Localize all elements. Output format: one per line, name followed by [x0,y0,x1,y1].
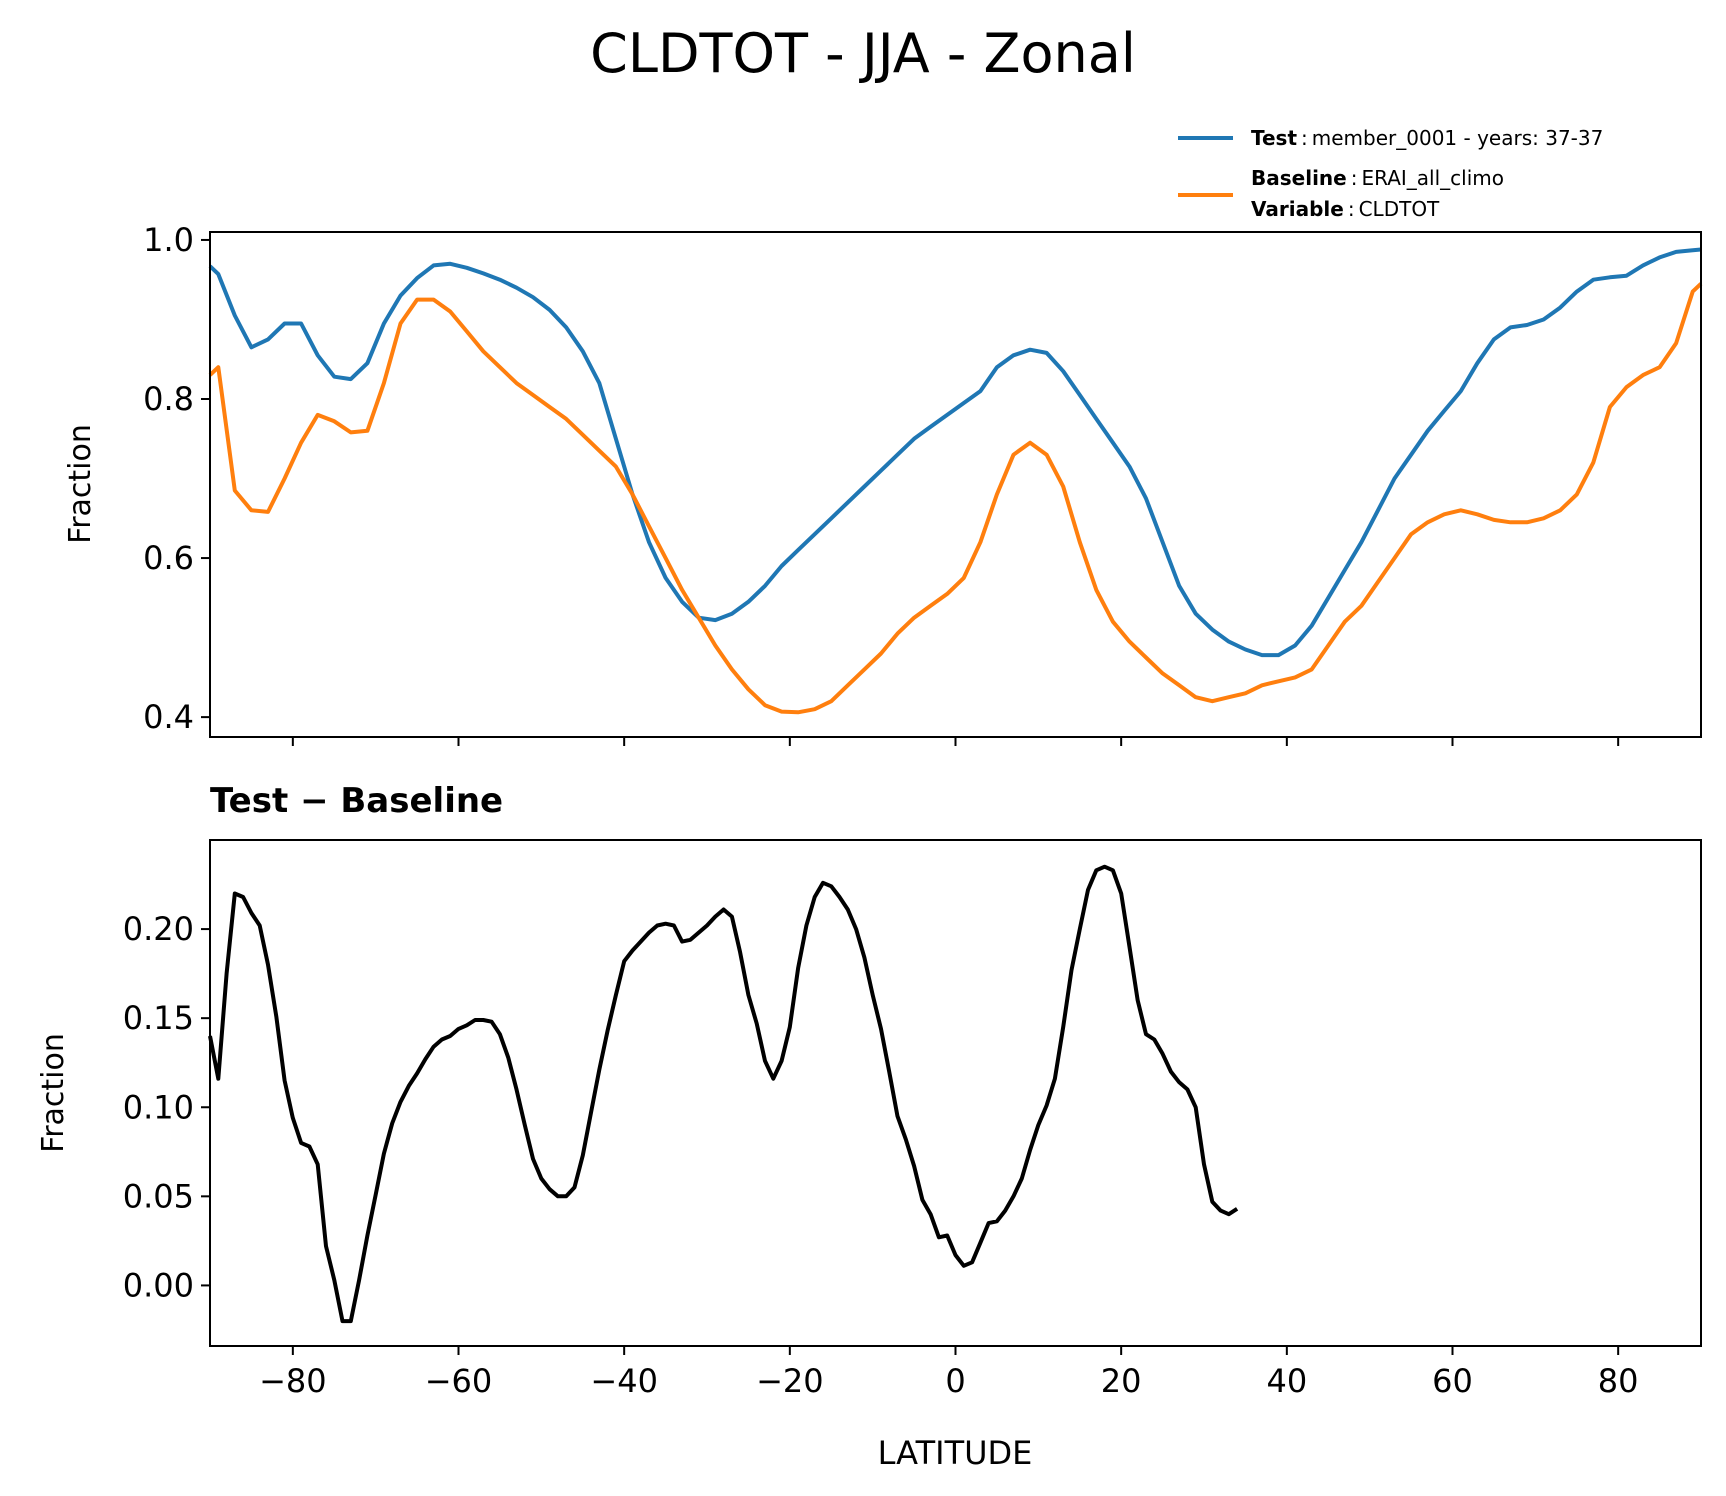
bottom-y-axis-label: Fraction [36,1033,71,1153]
legend-variable-value: CLDTOT [1359,197,1440,221]
x-tick-label: −20 [756,1362,824,1400]
legend-variable-entry: Variable: CLDTOT [1251,197,1440,221]
top-lines [208,247,1703,715]
series-baseline-line [208,282,1703,715]
bottom-lines [208,864,1239,1324]
legend: Test: member_0001 - years: 37-37 Baseline… [1178,126,1603,221]
bottom-y-tick-label: 0.10 [123,1088,194,1126]
legend-test-value: member_0001 - years: 37-37 [1312,126,1604,150]
top-y-tick-label: 0.8 [143,380,194,418]
x-tick-label: 0 [945,1362,965,1400]
difference-panel-title: Test − Baseline [210,781,503,821]
bottom-y-tick-label: 0.20 [123,910,194,948]
series-test-baseline-line [208,864,1239,1324]
x-axis-label: LATITUDE [878,1434,1033,1472]
top-plot-frame [209,231,1702,738]
x-tick-label: 40 [1266,1362,1307,1400]
legend-test-key: Test [1251,126,1297,150]
top-panel: 0.4 0.6 0.8 1.0 Fraction [63,221,1703,746]
bottom-ticks: −80 −60 −40 −20 0 20 40 60 80 0.00 0.05 0.10 0.15 0.2… [123,910,1639,1400]
x-tick-label: 80 [1598,1362,1639,1400]
x-tick-label: 60 [1432,1362,1473,1400]
bottom-y-tick-label: 0.15 [123,999,194,1037]
legend-separator: : [1348,197,1355,221]
bottom-y-tick-label: 0.00 [123,1266,194,1304]
legend-baseline-key: Baseline [1251,166,1347,190]
legend-separator: : [1301,126,1308,150]
legend-baseline-entry: Baseline: ERAI_all_climo [1251,166,1504,190]
x-tick-label: −80 [259,1362,327,1400]
bottom-y-tick-label: 0.05 [123,1177,194,1215]
chart-title: CLDTOT - JJA - Zonal [590,22,1136,85]
top-y-tick-label: 1.0 [143,221,194,259]
series-test-line [208,247,1702,658]
legend-baseline-value: ERAI_all_climo [1361,166,1504,190]
bottom-plot-frame [209,839,1702,1347]
top-y-tick-label: 0.4 [143,698,194,736]
legend-test-entry: Test: member_0001 - years: 37-37 [1251,126,1603,150]
top-y-tick-label: 0.6 [143,539,194,577]
top-ticks: 0.4 0.6 0.8 1.0 [143,221,1620,746]
legend-variable-key: Variable [1251,197,1344,221]
x-tick-label: 20 [1101,1362,1142,1400]
bottom-panel: Test − Baseline −80 −60 −40 −20 0 20 40 60 80 0.0… [36,781,1702,1472]
legend-separator: : [1351,166,1358,190]
x-tick-label: −60 [425,1362,493,1400]
x-tick-label: −40 [590,1362,658,1400]
top-y-axis-label: Fraction [63,424,98,544]
